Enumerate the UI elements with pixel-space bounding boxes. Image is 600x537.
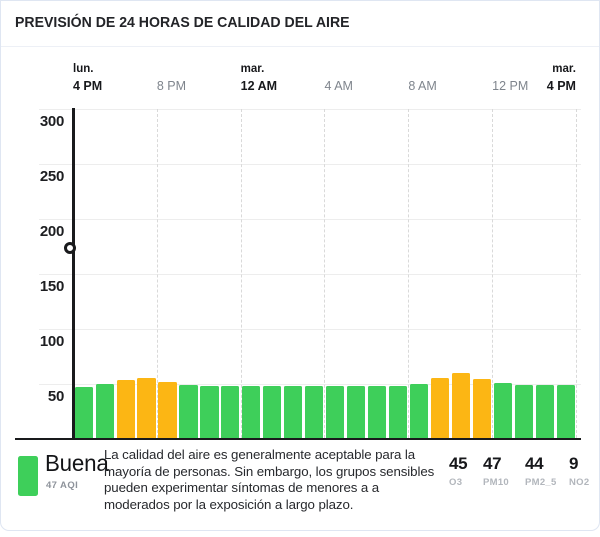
- x-axis-tick: mar. 4 PM: [547, 63, 576, 93]
- vertical-gridline: [408, 109, 410, 438]
- horizontal-gridline: [39, 274, 581, 275]
- pollutant-value: 47: [483, 454, 502, 473]
- x-axis-hour-label: 8 AM: [408, 79, 437, 93]
- aqi-bar[interactable]: [535, 385, 554, 438]
- aqi-bar[interactable]: [179, 385, 198, 438]
- y-axis-label: 300: [39, 113, 64, 130]
- aqi-description: La calidad del aire es generalmente acep…: [104, 447, 435, 512]
- horizontal-gridline: [39, 219, 581, 220]
- vertical-gridline: [492, 109, 494, 438]
- horizontal-gridline: [39, 329, 581, 330]
- x-axis-hour-label: 4 AM: [324, 79, 353, 93]
- card-header: PREVISIÓN DE 24 HORAS DE CALIDAD DEL AIR…: [1, 1, 599, 47]
- aqi-bar[interactable]: [137, 377, 156, 438]
- x-axis-hour-label: 4 PM: [546, 79, 576, 93]
- pollutant-pm2_5: 44 PM2_5: [525, 454, 557, 488]
- x-axis-day-label: lun.: [73, 63, 94, 75]
- pollutant-label: PM10: [483, 477, 510, 488]
- aqi-forecast-chart: 300 250 200 150 100 50 lun. 4 PM 8 PM mar. 12 AM 4 …: [1, 1, 600, 447]
- x-axis-day-label: [408, 63, 437, 79]
- x-axis-day-label: [324, 63, 353, 79]
- x-axis-tick: 8 AM: [408, 63, 437, 93]
- aqi-bar[interactable]: [493, 383, 512, 438]
- aqi-bar[interactable]: [430, 377, 450, 438]
- aqi-bar[interactable]: [514, 385, 533, 438]
- horizontal-gridline: [39, 109, 581, 110]
- horizontal-gridline: [39, 164, 581, 165]
- y-axis-label: 100: [39, 333, 64, 350]
- aqi-bar[interactable]: [388, 386, 408, 438]
- pollutant-value: 9: [569, 454, 579, 473]
- aqi-bar[interactable]: [472, 378, 491, 438]
- pollutant-value: 45: [449, 454, 468, 473]
- aqi-bar[interactable]: [221, 386, 240, 438]
- aqi-bar[interactable]: [200, 386, 219, 438]
- aqi-bar[interactable]: [451, 373, 471, 438]
- aqi-bar[interactable]: [95, 384, 114, 438]
- aqi-bar[interactable]: [409, 384, 429, 438]
- x-axis-tick: 8 PM: [157, 63, 186, 93]
- y-axis-label: 150: [39, 278, 64, 295]
- y-axis-label: 200: [39, 223, 64, 240]
- aqi-bar[interactable]: [305, 386, 324, 438]
- aqi-bar[interactable]: [556, 385, 575, 438]
- aqi-category-swatch: [18, 456, 38, 496]
- x-axis-day-label: mar.: [240, 63, 265, 75]
- aqi-bar[interactable]: [368, 386, 387, 438]
- x-axis-hour-label: 4 PM: [73, 79, 103, 93]
- x-axis-tick: lun. 4 PM: [73, 63, 102, 93]
- x-axis-hour-label: 12 PM: [492, 79, 529, 93]
- vertical-gridline: [324, 109, 326, 438]
- aqi-summary-footer: Buena 47 AQI La calidad del aire es gene…: [1, 441, 600, 532]
- x-axis-line: [15, 438, 581, 440]
- y-axis-label: 250: [39, 168, 64, 185]
- aqi-category-label: Buena: [45, 450, 109, 476]
- vertical-gridline: [575, 109, 577, 438]
- page-title: PREVISIÓN DE 24 HORAS DE CALIDAD DEL AIR…: [15, 14, 350, 31]
- x-axis-tick: 4 AM: [324, 63, 353, 93]
- current-time-line[interactable]: [71, 108, 75, 440]
- pollutant-label: PM2_5: [525, 477, 557, 488]
- x-axis-tick: 12 PM: [492, 63, 528, 93]
- time-scrubber-handle[interactable]: [64, 242, 76, 254]
- pollutant-no2: 9 NO2: [569, 454, 589, 488]
- pollutant-value: 44: [525, 454, 544, 473]
- aqi-bar[interactable]: [284, 386, 303, 438]
- aqi-bar[interactable]: [158, 381, 177, 438]
- aqi-bar[interactable]: [263, 386, 282, 438]
- x-axis-hour-label: 12 AM: [240, 79, 278, 93]
- aqi-bar[interactable]: [242, 386, 261, 438]
- x-axis-day-label: mar.: [552, 63, 576, 75]
- pollutant-label: O3: [449, 477, 463, 488]
- aqi-bar[interactable]: [74, 387, 93, 438]
- pollutant-o3: 45 O3: [449, 454, 468, 488]
- aqi-bar[interactable]: [326, 386, 345, 438]
- aqi-value-label: 47 AQI: [46, 480, 79, 491]
- x-axis-hour-label: 8 PM: [156, 79, 187, 93]
- x-axis-day-label: [157, 63, 186, 79]
- x-axis-tick: mar. 12 AM: [241, 63, 277, 93]
- horizontal-gridline: [39, 384, 581, 385]
- vertical-gridline: [156, 109, 158, 438]
- y-axis-label: 50: [47, 388, 64, 405]
- pollutant-label: NO2: [569, 477, 590, 488]
- aqi-bar[interactable]: [347, 386, 366, 438]
- x-axis-day-label: [492, 63, 528, 79]
- vertical-gridline: [240, 109, 242, 438]
- aqi-bar[interactable]: [116, 379, 135, 438]
- pollutant-pm10: 47 PM10: [483, 454, 509, 488]
